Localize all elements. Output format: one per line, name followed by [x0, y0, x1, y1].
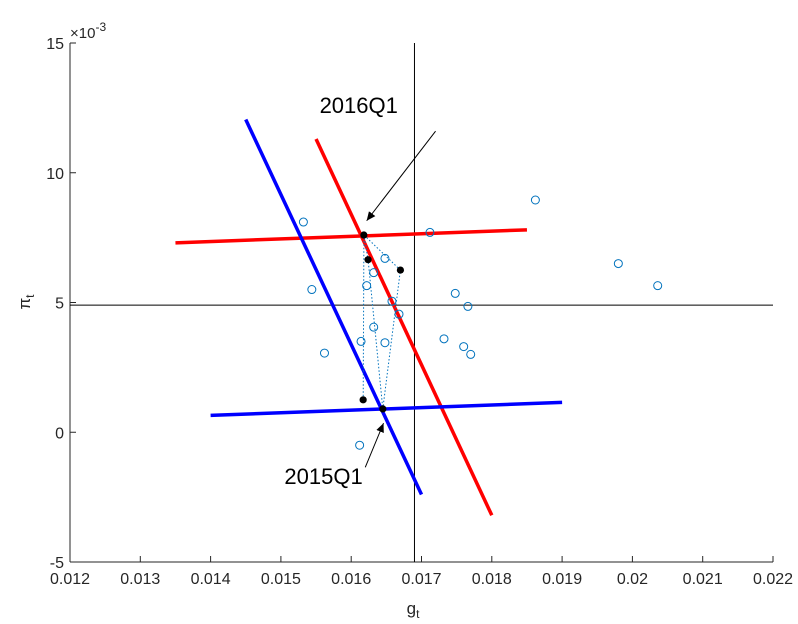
x-tick-label: 0.016 — [331, 571, 371, 588]
data-point — [356, 336, 366, 346]
x-tick-label: 0.018 — [472, 571, 512, 588]
data-point — [653, 281, 663, 291]
data-point — [380, 338, 390, 348]
y-tick-label: -5 — [50, 555, 64, 572]
data-point — [387, 296, 397, 306]
series-line — [314, 138, 494, 517]
series-line — [244, 118, 424, 496]
y-axis-ticks: -5 0 5 10 15 — [46, 36, 76, 572]
data-point — [530, 195, 540, 205]
data-point — [362, 281, 372, 291]
highlight-point — [379, 405, 387, 413]
data-point — [380, 253, 390, 263]
x-tick-label: 0.012 — [50, 571, 90, 588]
y-tick-label: 10 — [46, 166, 64, 183]
data-point — [450, 288, 460, 298]
reference-lines — [70, 43, 773, 562]
scatter-points — [298, 195, 663, 450]
x-tick-label: 0.015 — [261, 571, 301, 588]
x-axis-ticks: 0.012 0.013 0.014 0.015 0.016 0.017 0.018 0.019… — [50, 556, 793, 588]
dotted-path-layer — [362, 234, 401, 409]
annotation-arrow — [366, 130, 436, 222]
x-tick-label: 0.013 — [120, 571, 160, 588]
x-tick-label: 0.017 — [401, 571, 441, 588]
data-point — [613, 259, 623, 269]
data-point — [394, 309, 404, 319]
data-point — [298, 217, 308, 227]
data-point — [355, 440, 365, 450]
highlight-point — [359, 396, 367, 404]
series-line — [175, 228, 528, 245]
dotted-path — [362, 234, 401, 409]
data-point — [439, 334, 449, 344]
data-point — [425, 227, 435, 237]
y-tick-label: 0 — [55, 425, 64, 442]
highlight-point — [360, 231, 368, 239]
highlight-points — [359, 231, 405, 413]
y-tick-label: 5 — [55, 296, 64, 313]
x-tick-label: 0.014 — [191, 571, 231, 588]
plot-frame — [69, 43, 773, 563]
data-point — [369, 322, 379, 332]
x-tick-label: 0.022 — [753, 571, 793, 588]
data-point — [307, 285, 317, 295]
highlight-point — [364, 256, 372, 264]
annotation-label: 2015Q1 — [284, 464, 362, 489]
y-axis-label: πt — [15, 294, 37, 310]
annotations: 2016Q1 2015Q1 — [284, 93, 436, 489]
data-point — [369, 268, 379, 278]
x-axis-label: gt — [407, 599, 420, 621]
data-point — [459, 342, 469, 352]
data-point — [319, 348, 329, 358]
x-tick-label: 0.02 — [617, 571, 648, 588]
x-tick-label: 0.019 — [542, 571, 582, 588]
fit-lines — [175, 118, 563, 517]
x-tick-label: 0.021 — [683, 571, 723, 588]
highlight-point — [396, 266, 405, 274]
data-point — [466, 349, 476, 359]
data-point — [463, 301, 473, 311]
y-axis-multiplier: ×10-3 — [70, 20, 106, 42]
annotation-arrow — [364, 422, 384, 468]
y-tick-label: 15 — [46, 36, 64, 53]
annotation-label: 2016Q1 — [320, 93, 398, 118]
